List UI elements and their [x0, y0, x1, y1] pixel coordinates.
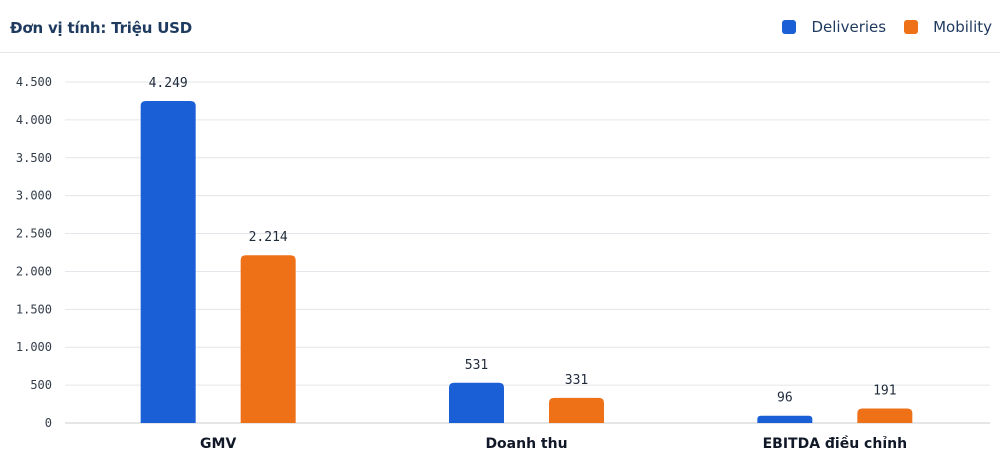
legend: Deliveries Mobility	[764, 18, 992, 36]
y-tick-label: 1.000	[16, 340, 52, 354]
y-tick-label: 3.500	[16, 151, 52, 165]
legend-item-deliveries[interactable]: Deliveries	[782, 18, 886, 36]
x-category-label: EBITDA điều chỉnh	[763, 435, 907, 452]
data-label: 191	[873, 384, 896, 399]
legend-label-deliveries: Deliveries	[811, 18, 887, 36]
bar-deliveries-0	[140, 101, 196, 423]
bar-mobility-0	[240, 255, 296, 423]
unit-title: Đơn vị tính: Triệu USD	[10, 19, 193, 37]
bar-deliveries-1	[449, 382, 504, 423]
bar-mobility-1	[549, 397, 604, 423]
data-label: 531	[465, 358, 488, 373]
bar-deliveries-2	[757, 415, 813, 423]
y-tick-label: 500	[30, 378, 52, 392]
data-label: 96	[777, 391, 793, 406]
y-tick-label: 4.000	[16, 113, 52, 127]
data-label: 4.249	[149, 76, 188, 91]
data-label: 331	[565, 373, 588, 388]
y-tick-label: 2.000	[16, 264, 52, 278]
y-tick-label: 2.500	[16, 227, 52, 241]
y-tick-label: 1.500	[16, 302, 52, 316]
x-category-label: Doanh thu	[485, 436, 567, 452]
y-tick-label: 3.000	[16, 189, 52, 203]
legend-item-mobility[interactable]: Mobility	[904, 18, 992, 36]
bar-mobility-2	[857, 408, 913, 423]
y-tick-label: 0	[45, 416, 52, 430]
legend-swatch-mobility	[904, 20, 919, 34]
legend-label-mobility: Mobility	[933, 18, 992, 36]
y-tick-label: 4.500	[16, 75, 52, 89]
data-label: 2.214	[249, 230, 288, 245]
chart-header: Đơn vị tính: Triệu USD Deliveries Mobili…	[0, 0, 1000, 53]
legend-swatch-deliveries	[782, 20, 797, 34]
x-category-label: GMV	[200, 436, 236, 452]
